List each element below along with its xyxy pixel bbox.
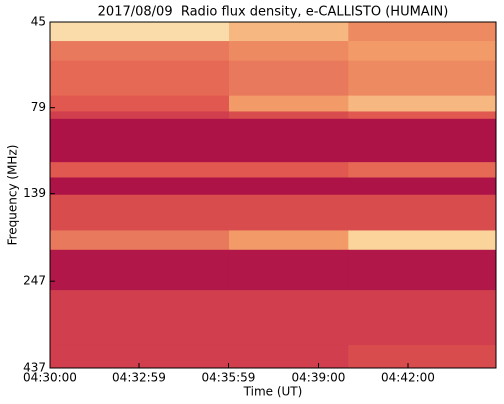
spectrum-cell: [228, 230, 349, 251]
x-tick-label: 04:39:00: [292, 371, 346, 385]
x-tick-label: 04:42:00: [381, 371, 435, 385]
spectrum-cell: [50, 162, 230, 178]
y-axis-label: Frequency (MHz): [6, 145, 20, 246]
spectrum-cell: [348, 249, 497, 291]
spectrum-cell: [228, 118, 349, 163]
spectrum-cell: [50, 230, 230, 251]
spectrum-cell: [348, 230, 497, 251]
spectrum-cell: [228, 22, 349, 42]
x-tick-label: 04:35:59: [202, 371, 256, 385]
spectrum-cell: [348, 345, 497, 369]
spectrum-cell: [228, 249, 349, 291]
spectrum-cell: [50, 60, 230, 97]
y-tick-label: 45: [31, 15, 46, 29]
spectrum-cell: [348, 177, 497, 196]
spectrum-cell: [50, 118, 230, 163]
x-axis-label: Time (UT): [243, 385, 303, 399]
spectrum-cell: [348, 60, 497, 97]
spectrum-cell: [50, 22, 230, 42]
y-tick-label: 247: [23, 274, 46, 288]
spectrum-cell: [348, 118, 497, 163]
spectrum-cell: [50, 290, 230, 346]
spectrum-cell: [348, 41, 497, 62]
spectrum-cell: [348, 290, 497, 346]
spectrum-cell: [50, 41, 230, 62]
x-tick-label: 04:30:00: [23, 371, 77, 385]
spectrum-cell: [228, 345, 349, 369]
spectrum-cell: [50, 194, 230, 231]
spectrum-cell: [348, 95, 497, 112]
chart-title: 2017/08/09 Radio flux density, e-CALLIST…: [98, 5, 449, 20]
y-tick-label: 79: [31, 100, 46, 114]
spectrum-cell: [50, 111, 230, 120]
spectrum-cell: [228, 290, 349, 346]
spectrum-cell: [50, 177, 230, 196]
spectrum-cell: [228, 111, 349, 120]
spectrum-cell: [348, 111, 497, 120]
spectrum-cell: [228, 41, 349, 62]
y-tick-label: 139: [23, 186, 46, 200]
y-tick-label: 437: [23, 361, 46, 375]
spectrum-cell: [348, 194, 497, 231]
plot-frame: [49, 21, 497, 369]
spectrum-cell: [228, 95, 349, 112]
plot-area: [50, 22, 497, 369]
spectrum-cell: [50, 95, 230, 112]
spectrum-cell: [50, 345, 230, 369]
x-tick-label: 04:32:59: [112, 371, 166, 385]
spectrum-cell: [228, 177, 349, 196]
spectrum-cell: [228, 194, 349, 231]
spectrum-cell: [348, 162, 497, 178]
spectrum-cell: [228, 60, 349, 97]
spectrum-cell: [228, 162, 349, 178]
spectrum-cell: [50, 249, 230, 291]
spectrum-cell: [348, 22, 497, 42]
